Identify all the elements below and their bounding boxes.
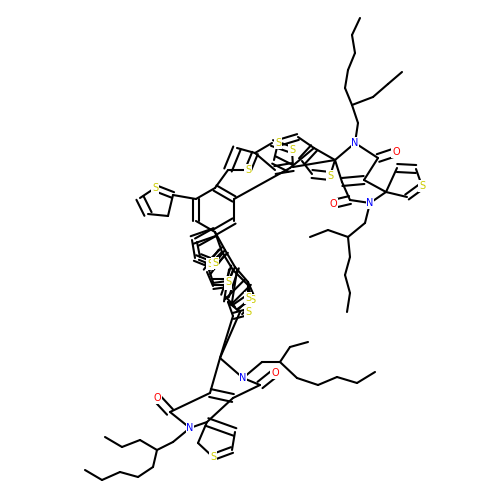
Text: O: O	[392, 147, 400, 157]
Text: N: N	[186, 423, 194, 433]
Text: O: O	[271, 368, 279, 378]
Text: O: O	[329, 199, 337, 209]
Text: S: S	[245, 165, 251, 175]
Text: N: N	[366, 198, 374, 208]
Text: S: S	[419, 181, 425, 191]
Text: N: N	[240, 373, 246, 383]
Text: N: N	[352, 138, 358, 148]
Text: S: S	[207, 259, 213, 269]
Text: S: S	[249, 295, 255, 305]
Text: S: S	[225, 279, 231, 289]
Text: S: S	[289, 145, 295, 155]
Text: S: S	[327, 171, 333, 181]
Text: S: S	[210, 452, 216, 462]
Text: O: O	[153, 393, 161, 403]
Text: S: S	[245, 307, 251, 317]
Text: S: S	[275, 138, 281, 148]
Text: S: S	[152, 183, 158, 193]
Text: S: S	[245, 293, 251, 303]
Text: S: S	[212, 258, 218, 268]
Text: S: S	[225, 277, 231, 287]
